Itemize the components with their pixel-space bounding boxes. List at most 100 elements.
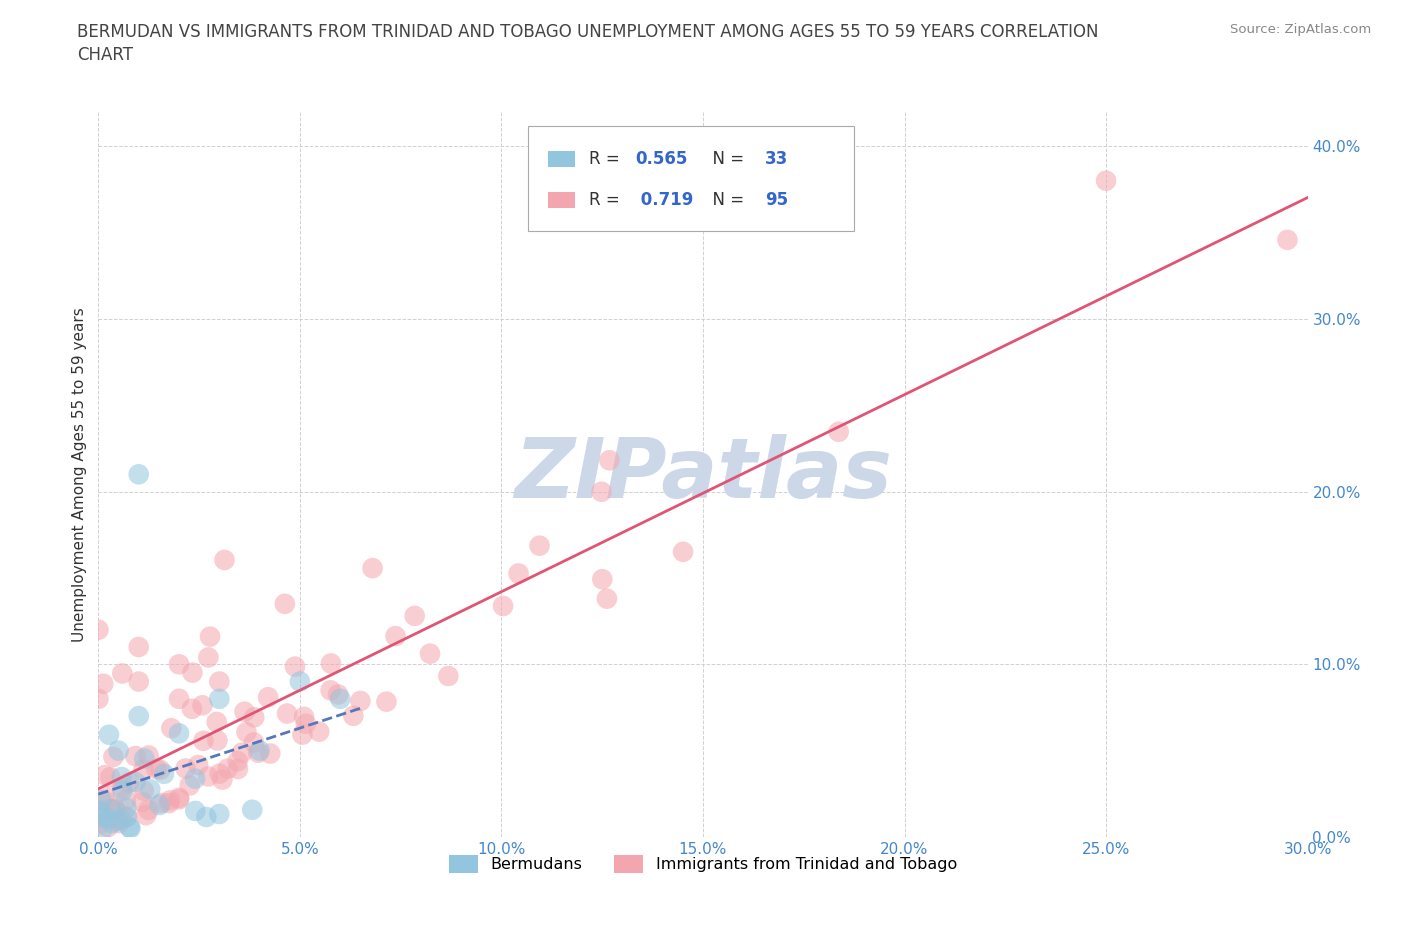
Point xyxy=(87,817,110,831)
Point xyxy=(191,698,214,712)
FancyBboxPatch shape xyxy=(548,152,575,167)
Point xyxy=(90,804,112,818)
Point xyxy=(160,721,183,736)
Point xyxy=(184,804,207,818)
Point xyxy=(167,791,190,806)
Point xyxy=(672,544,695,559)
Point xyxy=(111,666,134,681)
Point xyxy=(197,650,219,665)
Point xyxy=(1095,173,1118,188)
Point xyxy=(100,802,122,817)
Point xyxy=(205,714,228,729)
Point xyxy=(591,485,613,499)
Point xyxy=(107,814,129,829)
Point xyxy=(97,811,120,826)
Text: CHART: CHART xyxy=(77,46,134,64)
Point xyxy=(93,789,115,804)
Point xyxy=(124,749,146,764)
Point xyxy=(96,794,118,809)
Point xyxy=(291,727,314,742)
Point xyxy=(145,762,167,777)
Point xyxy=(115,809,138,824)
Point xyxy=(104,802,127,817)
Point xyxy=(319,683,342,698)
Point xyxy=(419,646,441,661)
Legend: Bermudans, Immigrants from Trinidad and Tobago: Bermudans, Immigrants from Trinidad and … xyxy=(443,848,963,880)
Text: 33: 33 xyxy=(765,150,787,168)
Point xyxy=(295,716,318,731)
Text: 95: 95 xyxy=(765,192,787,209)
Point xyxy=(211,772,233,787)
Point xyxy=(91,676,114,691)
Point xyxy=(138,748,160,763)
Point xyxy=(181,665,204,680)
Point xyxy=(249,743,271,758)
Point xyxy=(349,694,371,709)
Point xyxy=(274,596,297,611)
Point xyxy=(167,657,190,671)
Point xyxy=(214,552,236,567)
Point xyxy=(259,746,281,761)
Point xyxy=(87,691,110,706)
Point xyxy=(167,790,190,805)
Point xyxy=(90,793,112,808)
Text: R =: R = xyxy=(589,150,626,168)
Point xyxy=(437,669,460,684)
Point xyxy=(328,687,350,702)
Point xyxy=(492,599,515,614)
Point xyxy=(115,792,138,807)
Point xyxy=(134,751,156,766)
Point xyxy=(284,659,307,674)
Point xyxy=(319,656,342,671)
Text: R =: R = xyxy=(589,192,626,209)
Point xyxy=(128,674,150,689)
Point xyxy=(157,796,180,811)
Point xyxy=(128,709,150,724)
Point xyxy=(90,809,112,824)
Point xyxy=(98,727,121,742)
Point xyxy=(93,767,115,782)
Point xyxy=(207,733,229,748)
Point xyxy=(118,775,141,790)
Point xyxy=(128,640,150,655)
Point xyxy=(361,561,384,576)
Point xyxy=(98,770,121,785)
Point xyxy=(208,806,231,821)
Point xyxy=(591,572,613,587)
FancyBboxPatch shape xyxy=(527,126,855,232)
Point xyxy=(208,766,231,781)
Point xyxy=(529,538,551,553)
Point xyxy=(103,750,125,764)
Point xyxy=(138,803,160,817)
Point xyxy=(132,783,155,798)
Point xyxy=(174,761,197,776)
Point xyxy=(187,758,209,773)
Point xyxy=(292,710,315,724)
Point xyxy=(235,724,257,739)
Point xyxy=(131,794,153,809)
Point xyxy=(247,745,270,760)
Point xyxy=(233,704,256,719)
Point xyxy=(197,769,219,784)
Point xyxy=(153,766,176,781)
Point xyxy=(342,709,364,724)
Point xyxy=(198,630,221,644)
Point xyxy=(118,819,141,834)
Point xyxy=(120,821,142,836)
Point xyxy=(208,691,231,706)
Point xyxy=(231,745,253,760)
Point xyxy=(828,424,851,439)
Point xyxy=(404,608,426,623)
Text: BERMUDAN VS IMMIGRANTS FROM TRINIDAD AND TOBAGO UNEMPLOYMENT AMONG AGES 55 TO 59: BERMUDAN VS IMMIGRANTS FROM TRINIDAD AND… xyxy=(77,23,1099,41)
Point xyxy=(195,810,218,825)
Text: N =: N = xyxy=(702,150,749,168)
Point xyxy=(111,783,134,798)
Point xyxy=(226,754,249,769)
Point xyxy=(90,823,112,838)
Point xyxy=(128,467,150,482)
Point xyxy=(243,710,266,724)
Point xyxy=(139,782,162,797)
Point xyxy=(167,691,190,706)
Point xyxy=(107,743,129,758)
Point xyxy=(226,762,249,777)
